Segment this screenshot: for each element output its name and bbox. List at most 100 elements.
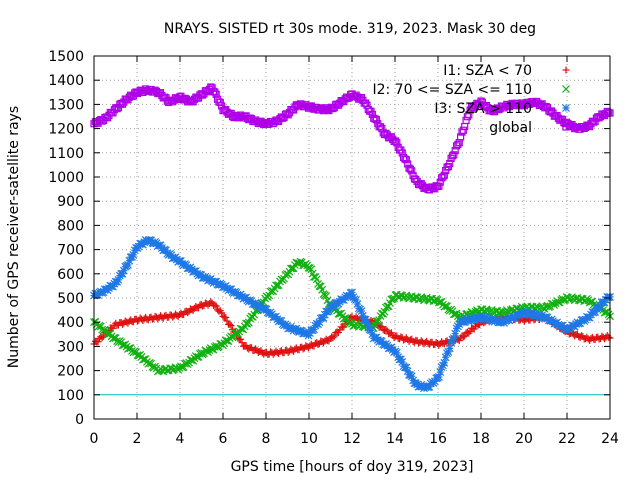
- chart-title: NRAYS. SISTED rt 30s mode. 319, 2023. Ma…: [164, 21, 536, 37]
- data-point: [449, 310, 458, 319]
- data-point: [436, 368, 445, 376]
- x-tick-labels: 0 2 4 6 8 10 12 14 16 18 20 22 24: [90, 431, 619, 447]
- x-tick-label: 18: [472, 431, 490, 447]
- x-tick-label: 16: [429, 431, 447, 447]
- data-point: [227, 322, 235, 330]
- y-tick-label: 1300: [48, 97, 84, 113]
- data-point: [457, 133, 465, 141]
- x-tick-label: 8: [262, 431, 271, 447]
- data-point: [252, 345, 260, 353]
- data-point: [435, 182, 443, 190]
- x-tick-label: 10: [300, 431, 318, 447]
- data-point: [212, 90, 220, 98]
- data-point: [465, 111, 473, 119]
- data-point: [186, 355, 195, 364]
- data-point: [463, 113, 472, 121]
- y-tick-label: 1200: [48, 122, 84, 138]
- y-tick-label: 600: [57, 267, 84, 283]
- x-axis-label: GPS time [hours of doy 319, 2023]: [231, 459, 474, 475]
- x-tick-label: 6: [219, 431, 228, 447]
- data-point: [357, 307, 366, 315]
- y-tick-label: 300: [57, 339, 84, 355]
- data-point: [341, 314, 350, 322]
- y-tick-label: 0: [75, 412, 84, 428]
- legend: I1: SZA < 70 I2: 70 <= SZA <= 110 I3: SZA …: [372, 63, 570, 136]
- data-point: [218, 309, 226, 317]
- y-tick-label: 800: [57, 218, 84, 234]
- data-point: [330, 332, 338, 340]
- data-point: [103, 330, 112, 339]
- data-point: [238, 339, 246, 347]
- data-point: [459, 333, 467, 341]
- y-tick-label: 1500: [48, 49, 84, 65]
- y-tick-label: 200: [57, 364, 84, 380]
- data-point: [363, 318, 371, 327]
- plot-area: [90, 83, 614, 393]
- legend-label: global: [489, 120, 532, 136]
- data-point: [605, 333, 613, 341]
- data-point: [372, 116, 381, 124]
- data-point: [318, 285, 327, 294]
- data-point: [129, 250, 138, 259]
- grid: [94, 56, 610, 419]
- x-tick-label: 22: [558, 431, 576, 447]
- legend-marker: [562, 85, 570, 93]
- x-tick-label: 14: [386, 431, 404, 447]
- data-point: [162, 246, 170, 255]
- legend-marker: [562, 104, 570, 112]
- y-tick-label: 700: [57, 243, 84, 259]
- data-point: [212, 302, 220, 310]
- y-tick-label: 900: [57, 194, 84, 210]
- data-point: [382, 325, 390, 333]
- x-tick-label: 20: [515, 431, 533, 447]
- data-point: [408, 167, 416, 175]
- data-point: [311, 273, 320, 282]
- y-tick-label: 500: [57, 291, 84, 307]
- legend-label: I3: SZA > 110: [434, 101, 532, 117]
- legend-label: I2: 70 <= SZA <= 110: [372, 82, 532, 98]
- data-point: [329, 334, 337, 342]
- data-point: [222, 313, 230, 321]
- y-tick-label: 1400: [48, 73, 84, 89]
- data-point: [451, 329, 460, 338]
- x-tick-label: 0: [90, 431, 99, 447]
- data-point: [407, 372, 416, 381]
- data-point: [322, 292, 331, 300]
- data-point: [393, 139, 401, 147]
- y-tick-label: 1100: [48, 146, 84, 162]
- y-tick-labels: 0 100 200 300 400 500 600 700 800 900 1000 1100 1200…: [48, 49, 84, 428]
- data-point: [242, 319, 251, 328]
- data-point: [211, 88, 219, 96]
- data-point: [402, 156, 410, 164]
- x-tick-label: 4: [176, 431, 185, 447]
- data-point: [450, 151, 458, 159]
- y-tick-label: 100: [57, 388, 84, 404]
- data-point: [248, 313, 257, 321]
- data-point: [211, 301, 219, 309]
- series-i3-sza-110: [90, 236, 614, 393]
- data-point: [138, 355, 147, 364]
- y-tick-label: 1000: [48, 170, 84, 186]
- y-axis-label: Number of GPS receiver-satellite rays: [6, 106, 22, 368]
- x-tick-label: 24: [601, 431, 619, 447]
- y-tick-label: 400: [57, 315, 84, 331]
- data-point: [184, 309, 192, 317]
- legend-label: I1: SZA < 70: [443, 63, 532, 79]
- data-point: [226, 320, 234, 328]
- data-point: [454, 140, 462, 148]
- data-point: [459, 126, 467, 134]
- data-point: [378, 323, 386, 331]
- data-point: [133, 351, 142, 360]
- data-point: [434, 298, 443, 307]
- x-tick-label: 2: [133, 431, 142, 447]
- data-point: [348, 288, 356, 297]
- data-point: [312, 275, 321, 284]
- data-point: [446, 159, 454, 168]
- data-point: [449, 334, 458, 343]
- data-point: [445, 344, 454, 353]
- data-point: [315, 282, 324, 290]
- legend-marker: [562, 66, 570, 74]
- data-point: [461, 332, 469, 340]
- legend-marker: [562, 123, 570, 131]
